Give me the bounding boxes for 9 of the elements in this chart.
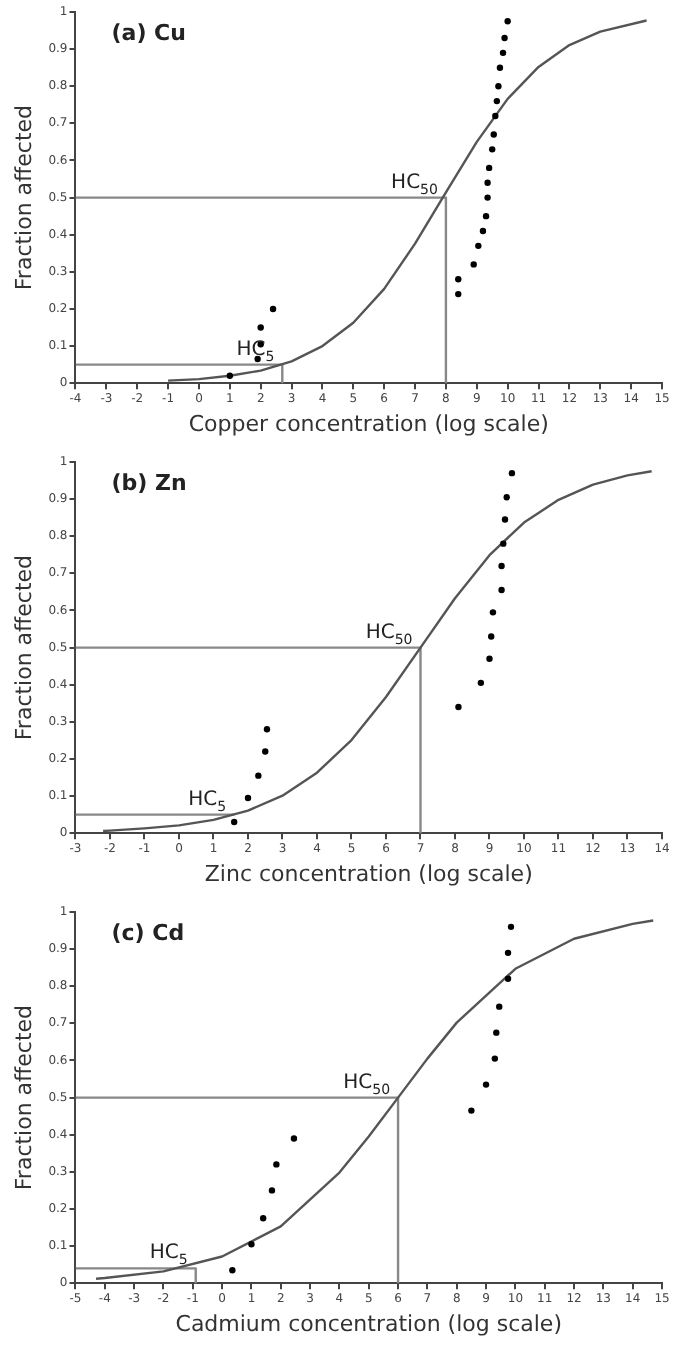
y-axis-title: Fraction affected [10, 1004, 37, 1191]
x-axis-title: Cadmium concentration (log scale) [175, 1310, 562, 1337]
y-axis-title: Fraction affected [10, 554, 37, 741]
chart-title: (b) Zn [111, 470, 187, 496]
y-axis-title: Fraction affected [10, 104, 37, 291]
chart-title: (a) Cu [111, 20, 186, 46]
chart-title: (c) Cd [111, 920, 185, 946]
x-axis-title: Copper concentration (log scale) [188, 410, 549, 437]
x-axis-title: Zinc concentration (log scale) [204, 860, 533, 887]
